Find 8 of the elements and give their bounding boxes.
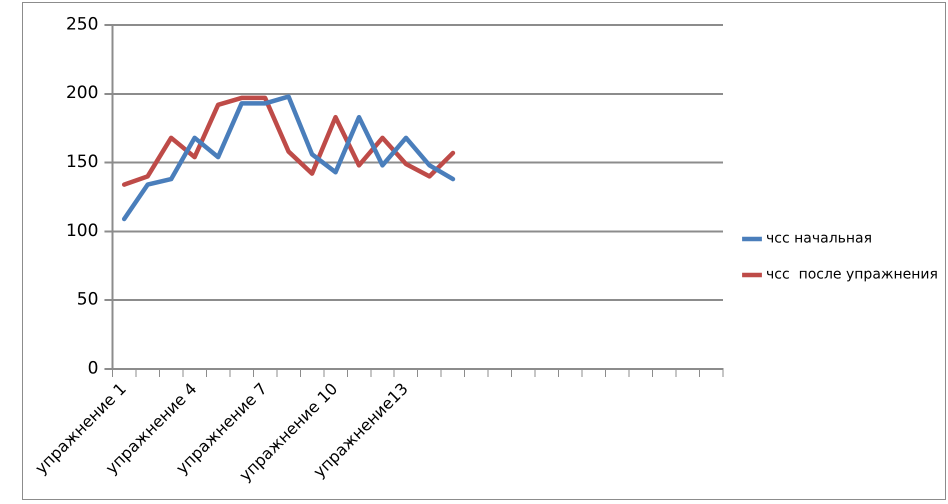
- y-tick-label: 50: [76, 290, 98, 310]
- legend-label: чсс начальная: [766, 230, 872, 247]
- y-tick-label: 200: [66, 83, 98, 104]
- y-tick-label: 150: [66, 152, 98, 172]
- legend-label: чсс после упражнения: [766, 266, 938, 283]
- y-tick-label: 250: [66, 14, 98, 34]
- y-tick-label: 0: [88, 358, 98, 378]
- y-tick-label: 100: [66, 220, 98, 241]
